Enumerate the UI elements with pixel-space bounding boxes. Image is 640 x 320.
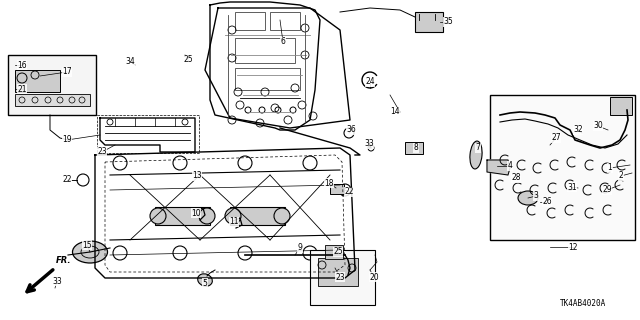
Bar <box>270 12 300 30</box>
Bar <box>318 258 358 286</box>
Bar <box>235 12 265 30</box>
Text: 13: 13 <box>192 172 202 180</box>
Text: 9: 9 <box>298 244 303 252</box>
Bar <box>8 55 96 115</box>
Text: 33: 33 <box>52 276 62 285</box>
Text: 15: 15 <box>82 241 92 250</box>
Text: 18: 18 <box>324 179 333 188</box>
Bar <box>15 94 90 106</box>
Text: 23: 23 <box>97 148 107 156</box>
Bar <box>490 95 635 240</box>
Bar <box>230 207 285 225</box>
Bar <box>15 70 60 92</box>
Text: 22: 22 <box>62 175 72 185</box>
Bar <box>97 115 199 153</box>
Bar <box>325 245 343 259</box>
Circle shape <box>150 208 166 224</box>
Bar <box>235 68 300 90</box>
Text: 33: 33 <box>364 140 374 148</box>
Text: 6: 6 <box>280 37 285 46</box>
Text: 4: 4 <box>508 162 513 171</box>
Bar <box>155 207 210 225</box>
Text: 34: 34 <box>125 57 135 66</box>
Bar <box>415 12 443 32</box>
Text: 11: 11 <box>229 218 239 227</box>
Circle shape <box>274 208 290 224</box>
Text: 1: 1 <box>607 164 612 172</box>
Text: 12: 12 <box>568 243 578 252</box>
Text: 17: 17 <box>62 68 72 76</box>
Text: 25: 25 <box>183 55 193 65</box>
Bar <box>235 38 295 63</box>
Text: 29: 29 <box>602 186 612 195</box>
Text: TK4AB4020A: TK4AB4020A <box>560 299 606 308</box>
Text: 35: 35 <box>443 18 453 27</box>
Ellipse shape <box>72 241 108 263</box>
Ellipse shape <box>518 191 538 205</box>
Text: 22: 22 <box>344 188 354 196</box>
Text: 14: 14 <box>390 108 400 116</box>
Text: 26: 26 <box>542 197 552 206</box>
Text: 36: 36 <box>346 125 356 134</box>
Text: 23: 23 <box>335 273 345 282</box>
Bar <box>405 142 423 154</box>
Text: 31: 31 <box>567 182 577 191</box>
Circle shape <box>225 208 241 224</box>
Polygon shape <box>487 160 510 175</box>
Ellipse shape <box>198 274 212 286</box>
Bar <box>310 250 375 305</box>
Text: 27: 27 <box>551 133 561 142</box>
Text: 20: 20 <box>369 273 379 282</box>
Text: 25: 25 <box>333 247 343 257</box>
Bar <box>330 184 344 194</box>
Text: 32: 32 <box>573 125 583 134</box>
Text: FR.: FR. <box>56 256 72 265</box>
Text: 7: 7 <box>476 143 481 153</box>
Text: 21: 21 <box>17 84 27 93</box>
Ellipse shape <box>470 141 482 169</box>
Text: 19: 19 <box>62 135 72 145</box>
Text: 8: 8 <box>413 143 419 153</box>
Text: 5: 5 <box>203 278 207 287</box>
Text: 28: 28 <box>511 173 521 182</box>
Bar <box>610 97 632 115</box>
Text: 16: 16 <box>17 60 27 69</box>
Text: 30: 30 <box>593 122 603 131</box>
Text: 24: 24 <box>365 77 375 86</box>
Text: 10: 10 <box>191 209 201 218</box>
Text: 2: 2 <box>619 172 623 180</box>
Text: 3: 3 <box>534 191 538 201</box>
Circle shape <box>199 208 215 224</box>
